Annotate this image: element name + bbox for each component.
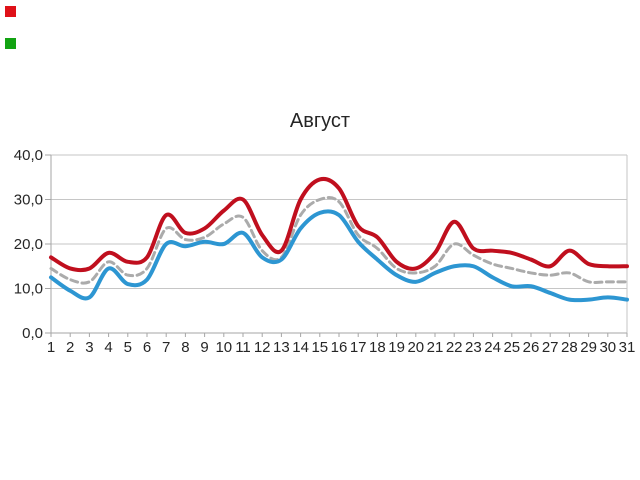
x-tick-label: 24 (484, 339, 501, 356)
x-tick-label: 16 (331, 339, 348, 356)
x-tick-label: 19 (388, 339, 405, 356)
x-tick-label: 20 (407, 339, 424, 356)
blue-solid-line (49, 209, 629, 303)
x-tick-label: 25 (503, 339, 520, 356)
green-square-marker (5, 38, 16, 49)
x-tick-label: 4 (104, 339, 112, 356)
x-tick-label: 6 (143, 339, 151, 356)
x-tick-label: 15 (311, 339, 328, 356)
x-tick-label: 1 (47, 339, 55, 356)
gray-dashed-line (49, 196, 629, 285)
y-tick-label: 20,0 (14, 236, 43, 253)
x-tick-label: 27 (542, 339, 559, 356)
x-tick-label: 12 (254, 339, 271, 356)
x-tick-label: 7 (162, 339, 170, 356)
x-tick-label: 17 (350, 339, 367, 356)
x-tick-label: 9 (200, 339, 208, 356)
x-tick-label: 21 (427, 339, 444, 356)
x-tick-label: 5 (124, 339, 132, 356)
x-tick-label: 2 (66, 339, 74, 356)
y-tick-label: 30,0 (14, 192, 43, 209)
y-tick-label: 40,0 (14, 147, 43, 164)
x-tick-label: 30 (599, 339, 616, 356)
red-solid-line (49, 176, 629, 273)
x-tick-label: 23 (465, 339, 482, 356)
y-tick-label: 10,0 (14, 281, 43, 298)
x-tick-label: 8 (181, 339, 189, 356)
x-tick-label: 10 (215, 339, 232, 356)
x-tick-label: 26 (523, 339, 540, 356)
x-tick-label: 29 (580, 339, 597, 356)
x-tick-label: 3 (85, 339, 93, 356)
x-tick-label: 18 (369, 339, 386, 356)
x-tick-label: 11 (235, 339, 251, 356)
x-tick-label: 28 (561, 339, 578, 356)
x-tick-label: 31 (619, 339, 636, 356)
chart-title: Август (289, 110, 351, 132)
x-tick-label: 22 (446, 339, 463, 356)
x-tick-label: 14 (292, 339, 309, 356)
y-tick-label: 0,0 (22, 325, 43, 342)
x-tick-label: 13 (273, 339, 290, 356)
red-square-marker (5, 6, 16, 17)
